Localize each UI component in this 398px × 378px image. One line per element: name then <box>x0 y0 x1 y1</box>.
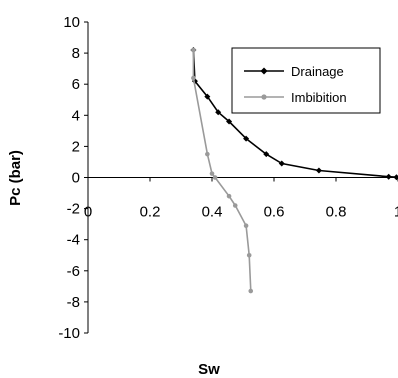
data-point-imbibition <box>243 223 249 229</box>
y-tick-label: -2 <box>67 201 80 218</box>
y-tick-label: 10 <box>63 14 80 31</box>
x-tick-label: 0.6 <box>264 204 285 221</box>
legend-box <box>231 47 381 114</box>
legend-drainage-label: Drainage <box>291 64 344 79</box>
y-tick-label: 2 <box>72 138 80 155</box>
x-tick-label: 1 <box>394 204 398 221</box>
data-point-drainage <box>393 174 398 181</box>
y-tick-label: 0 <box>72 170 80 187</box>
data-point-imbibition <box>248 288 254 294</box>
x-tick-label: 0 <box>84 204 92 221</box>
data-point-imbibition <box>226 193 232 199</box>
legend-imbibition-label: Imbibition <box>291 90 347 105</box>
axes <box>84 21 398 334</box>
y-tick-label: 4 <box>72 107 80 124</box>
y-tick-label: 8 <box>72 45 80 62</box>
data-point-drainage <box>204 93 211 100</box>
y-tick-label: -10 <box>58 325 80 342</box>
data-point-imbibition <box>246 252 252 258</box>
data-point-imbibition <box>209 171 215 176</box>
data-point-drainage <box>278 160 285 167</box>
data-point-drainage <box>243 135 250 142</box>
data-point-imbibition <box>191 75 196 81</box>
y-tick-label: 6 <box>72 76 80 93</box>
series <box>190 46 398 294</box>
y-tick-label: -6 <box>67 263 80 280</box>
x-tick-label: 0.4 <box>202 204 223 221</box>
data-point-drainage <box>215 109 222 116</box>
data-point-drainage <box>385 173 392 180</box>
x-tick-label: 0.8 <box>326 204 347 221</box>
data-point-imbibition <box>212 175 218 180</box>
data-point-imbibition <box>191 47 196 53</box>
data-point-imbibition <box>205 151 210 157</box>
data-point-drainage <box>315 167 322 174</box>
y-tick-label: -8 <box>67 294 80 311</box>
x-axis-title: Sw <box>198 361 220 378</box>
y-tick-label: -4 <box>67 232 80 249</box>
legend-imbibition-marker <box>261 94 267 100</box>
series-line-imbibition <box>192 50 252 292</box>
data-point-imbibition <box>232 203 238 208</box>
data-point-drainage <box>226 118 233 125</box>
x-tick-label: 0.2 <box>140 204 161 221</box>
y-axis-title: Pc (bar) <box>7 150 24 206</box>
legend-drainage-marker <box>260 67 268 75</box>
data-point-drainage <box>263 151 270 158</box>
legend: Drainage Imbibition <box>231 47 381 114</box>
